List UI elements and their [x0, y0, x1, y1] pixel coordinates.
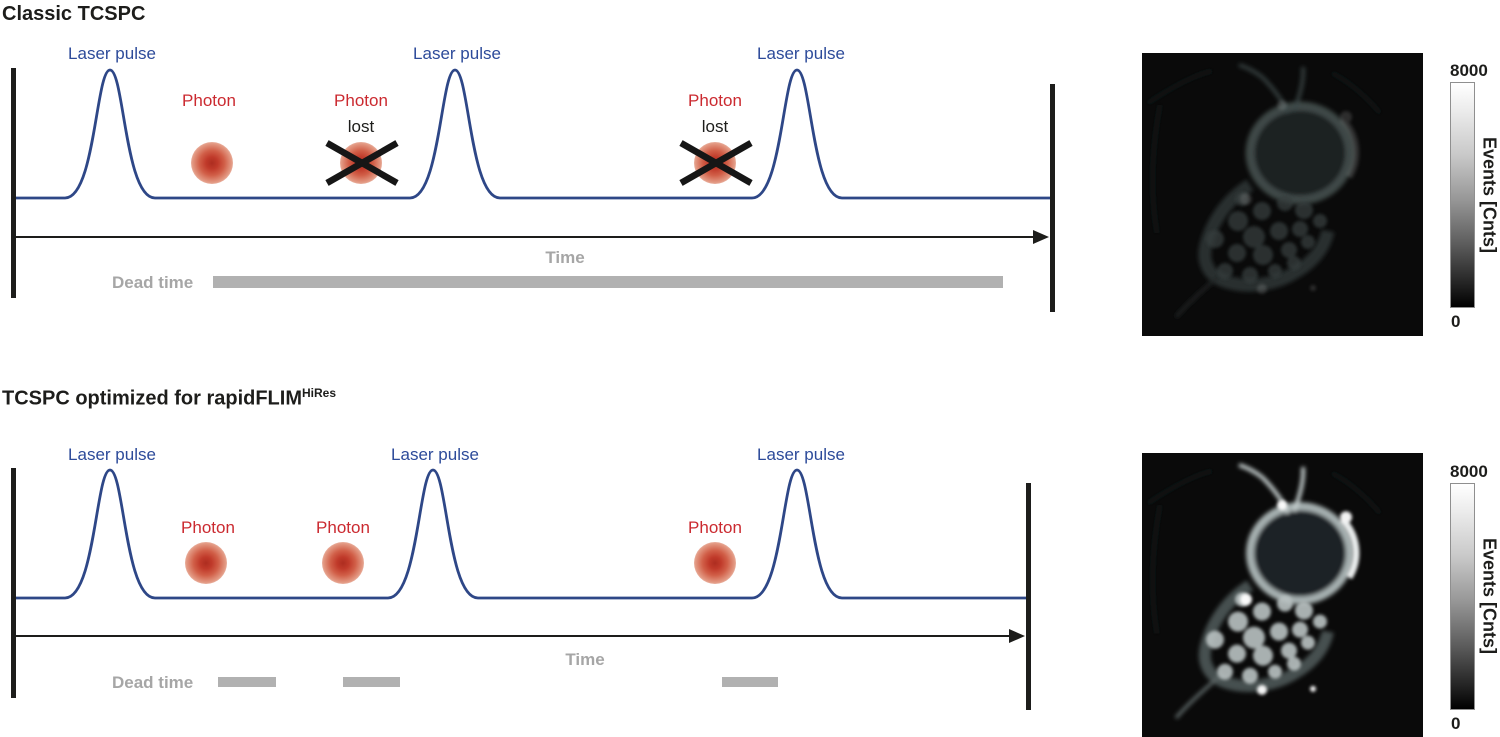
laser-pulse-label: Laser pulse — [391, 445, 479, 464]
laser-pulse-label: Laser pulse — [757, 445, 845, 464]
flim-intensity-image-classic — [1142, 53, 1423, 336]
lost-cross-icon — [325, 140, 399, 186]
panel2-title: TCSPC optimized for rapidFLIMHiRes — [2, 386, 336, 411]
laser-pulse-label: Laser pulse — [413, 44, 501, 63]
colorbar-max-label: 8000 — [1450, 462, 1488, 481]
time-axis — [13, 635, 1011, 638]
colorbar-title: Events [Cnts] — [1479, 136, 1500, 253]
sequence-end-bar — [1050, 84, 1055, 312]
laser-pulse-curve — [13, 468, 1028, 600]
colorbar — [1450, 82, 1475, 308]
sequence-start-bar — [11, 68, 16, 298]
dead-time-bar — [218, 677, 276, 687]
panel2-title-text: TCSPC optimized for rapidFLIM — [2, 387, 302, 410]
colorbar — [1450, 483, 1475, 710]
photon-label: Photon — [182, 91, 236, 110]
colorbar-min-label: 0 — [1451, 714, 1461, 733]
time-axis — [13, 236, 1035, 239]
time-axis-arrowhead — [1009, 629, 1025, 643]
colorbar-max-label: 8000 — [1450, 61, 1488, 80]
dead-time-label: Dead time — [112, 673, 194, 692]
photon-dot — [185, 542, 227, 584]
photon-label: Photon — [181, 518, 235, 537]
laser-pulse-label: Laser pulse — [68, 44, 156, 63]
sequence-end-bar — [1026, 483, 1031, 710]
photon-label: Photon — [334, 91, 388, 110]
photon-dot — [694, 542, 736, 584]
time-axis-arrowhead — [1033, 230, 1049, 244]
laser-pulse-label: Laser pulse — [757, 44, 845, 63]
panel2-title-superscript: HiRes — [302, 386, 337, 400]
time-axis-label: Time — [545, 248, 585, 267]
photon-lost-label: lost — [701, 117, 729, 136]
laser-pulse-label: Laser pulse — [68, 445, 156, 464]
photon-dot — [322, 542, 364, 584]
photon-label: Photon — [688, 518, 742, 537]
photon-label: Photon — [316, 518, 370, 537]
dead-time-bar — [213, 276, 1003, 288]
colorbar-title: Events [Cnts] — [1479, 538, 1500, 655]
dead-time-bar — [343, 677, 400, 687]
time-axis-label: Time — [565, 650, 605, 669]
panel1-title: Classic TCSPC — [2, 3, 146, 25]
flim-intensity-image-optimized — [1142, 453, 1423, 737]
dead-time-bar — [722, 677, 778, 687]
dead-time-label: Dead time — [112, 273, 194, 292]
laser-pulse-curve — [13, 68, 1052, 200]
photon-dot — [191, 142, 233, 184]
lost-cross-icon — [679, 140, 753, 186]
photon-label: Photon — [688, 91, 742, 110]
sequence-start-bar — [11, 468, 16, 698]
colorbar-min-label: 0 — [1451, 312, 1461, 331]
photon-lost-label: lost — [347, 117, 375, 136]
